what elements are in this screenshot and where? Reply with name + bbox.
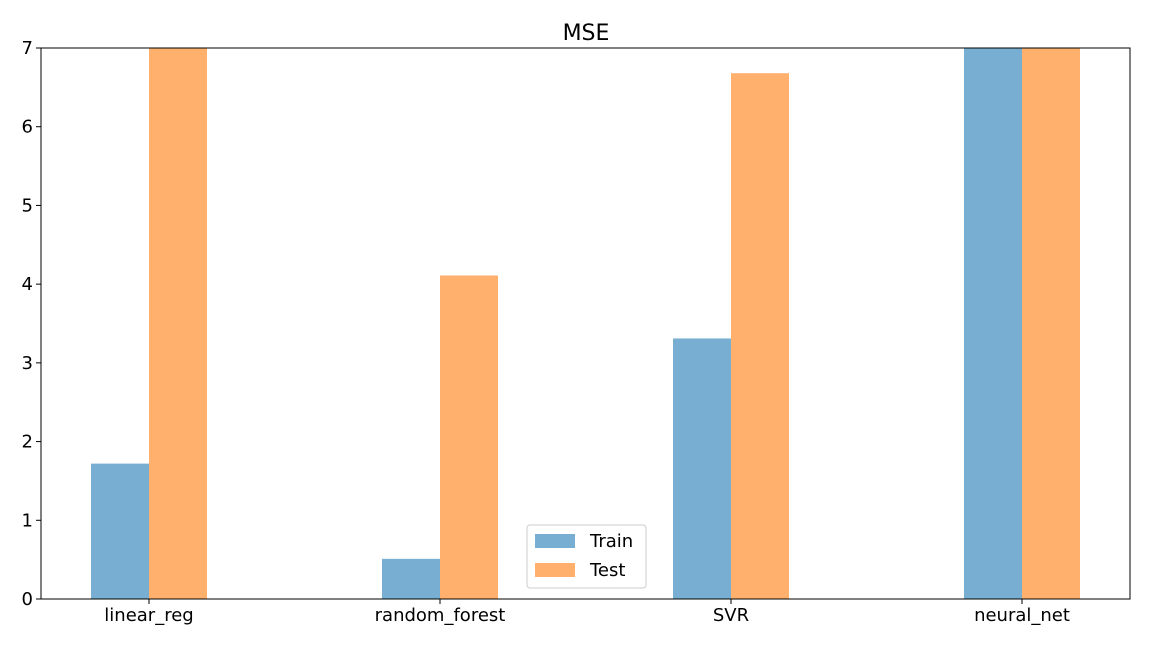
bar-train-neural_net: [964, 48, 1022, 599]
y-tick-label: 3: [22, 353, 33, 374]
bar-train-linear_reg: [91, 463, 149, 599]
bar-test-neural_net: [1022, 48, 1080, 599]
bar-train-random_forest: [382, 558, 440, 599]
bar-test-random_forest: [440, 275, 498, 599]
bar-test-linear_reg: [149, 48, 207, 599]
y-tick-label: 1: [22, 510, 33, 531]
y-tick-label: 7: [22, 38, 33, 59]
legend-swatch-test: [535, 563, 575, 577]
x-tick-label: SVR: [713, 605, 749, 626]
y-tick-label: 6: [22, 117, 33, 138]
bars-layer: [91, 48, 1080, 599]
legend-swatch-train: [535, 534, 575, 548]
legend-label-train: Train: [589, 531, 633, 552]
legend: Train Test: [526, 524, 647, 589]
x-tick-label: linear_reg: [104, 605, 193, 626]
legend-label-test: Test: [589, 560, 625, 581]
chart-title: MSE: [563, 21, 610, 46]
y-tick-label: 2: [22, 432, 33, 453]
x-axis: linear_reg random_forest SVR neural_net: [104, 599, 1070, 626]
x-tick-label: random_forest: [375, 605, 506, 626]
y-tick-label: 5: [22, 195, 33, 216]
bar-train-SVR: [673, 338, 731, 599]
bar-test-SVR: [731, 73, 789, 599]
y-tick-label: 4: [22, 274, 33, 295]
x-tick-label: neural_net: [974, 605, 1070, 626]
plot-frame: [40, 47, 1131, 600]
y-axis: 0 1 2 3 4 5 6 7: [22, 38, 41, 610]
y-tick-label: 0: [22, 589, 33, 610]
